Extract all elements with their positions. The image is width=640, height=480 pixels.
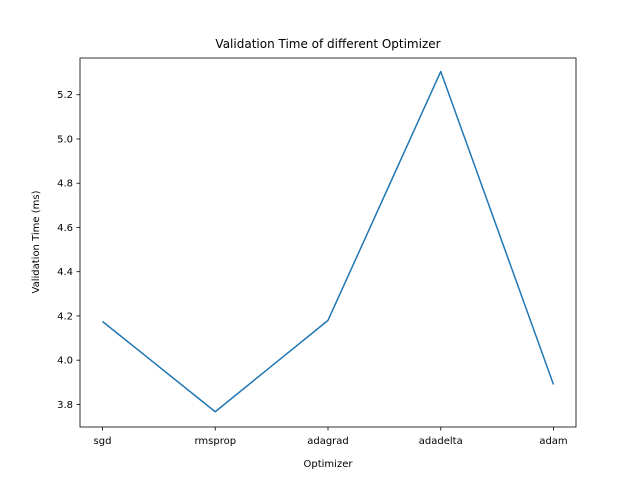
y-tick-label: 4.2 — [57, 311, 73, 322]
x-tick-label: adagrad — [307, 436, 349, 447]
x-tick-label: adadelta — [419, 436, 463, 447]
x-tick-label: sgd — [94, 436, 112, 447]
y-tick-label: 5.0 — [57, 134, 73, 145]
y-tick-label: 5.2 — [57, 90, 73, 101]
x-tick-label: adam — [539, 436, 567, 447]
y-axis-label: Validation Time (ms) — [31, 190, 42, 293]
y-axis-ticks: 3.8 4.0 4.2 4.4 4.6 4.8 5.0 5.2 — [57, 90, 80, 411]
x-axis-ticks: sgd rmsprop adagrad adadelta adam — [94, 427, 568, 447]
y-tick-label: 4.6 — [57, 223, 73, 234]
y-tick-label: 4.8 — [57, 179, 73, 190]
series-layer — [102, 70, 555, 413]
plot-frame — [79, 57, 577, 428]
y-tick-label: 3.8 — [57, 400, 73, 411]
y-tick-label: 4.4 — [57, 267, 73, 278]
chart-title: Validation Time of different Optimizer — [215, 37, 440, 51]
y-tick-label: 4.0 — [57, 356, 73, 367]
x-axis-label: Optimizer — [304, 459, 354, 470]
x-tick-label: rmsprop — [194, 436, 236, 447]
series-line — [102, 70, 555, 413]
